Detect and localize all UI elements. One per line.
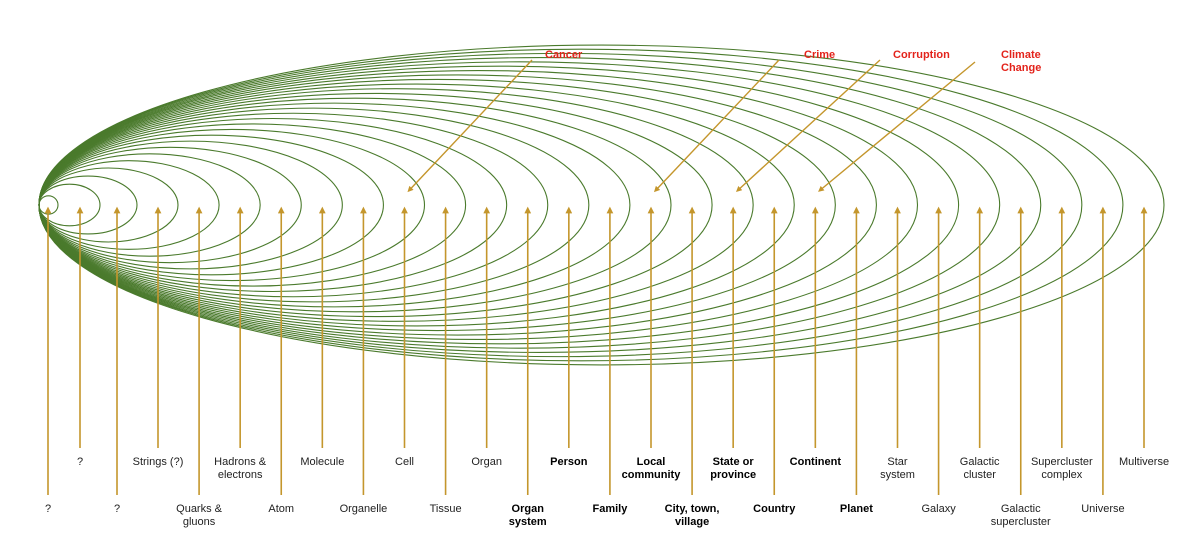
level-label: Family [592, 503, 628, 515]
problem-label: Cancer [545, 49, 583, 61]
level-label: Universe [1081, 503, 1124, 515]
level-label-line: complex [1041, 469, 1082, 481]
level-label: Strings (?) [133, 456, 184, 468]
scale-ellipse [38, 128, 426, 282]
scale-ellipse [38, 160, 220, 250]
level-label: Galactic cluster [960, 456, 1000, 481]
scale-ellipse [38, 153, 261, 257]
level-label-line: Supercluster [1031, 456, 1093, 468]
level-label-line: Galactic [960, 456, 1000, 468]
level-label: Galactic supercluster [991, 503, 1051, 528]
level-label-line: Local [637, 456, 666, 468]
level-labels: ??? Strings (?) Quarks & gluons Hadrons & ele… [45, 456, 1169, 528]
level-label-line: City, town, [665, 503, 720, 515]
level-label-line: supercluster [991, 516, 1051, 528]
level-label: ? [114, 503, 120, 515]
problem-label: Corruption [893, 49, 950, 61]
problem-label-line: Cancer [545, 49, 583, 61]
scale-ellipse [38, 146, 302, 264]
level-label-line: ? [45, 503, 51, 515]
level-label: Galaxy [921, 503, 956, 515]
problem-arrow [407, 59, 533, 193]
problem-label-line: Climate [1001, 49, 1041, 61]
level-label-line: Star [887, 456, 908, 468]
level-label-line: Tissue [430, 503, 462, 515]
level-label: City, town, village [665, 503, 720, 528]
level-label-line: Molecule [300, 456, 344, 468]
level-label-line: Planet [840, 503, 873, 515]
level-label: Supercluster complex [1031, 456, 1093, 481]
level-label-line: system [509, 516, 547, 528]
level-label: Local community [622, 456, 682, 481]
problem-label: Climate Change [1001, 49, 1041, 74]
level-label-line: Cell [395, 456, 414, 468]
level-label-line: Strings (?) [133, 456, 184, 468]
level-label: Cell [395, 456, 414, 468]
level-label: Quarks & gluons [176, 503, 223, 528]
level-label-line: Country [753, 503, 796, 515]
scale-ellipse [38, 175, 138, 235]
level-label-line: Galaxy [921, 503, 956, 515]
level-label-line: Organelle [340, 503, 388, 515]
level-label-line: community [622, 469, 682, 481]
level-label: Organ [471, 456, 502, 468]
level-label-line: Organ [471, 456, 502, 468]
scale-ellipse [38, 140, 343, 270]
level-label: ? [45, 503, 51, 515]
level-label: Atom [268, 503, 294, 515]
problem-arrow [735, 59, 881, 192]
level-label-line: village [675, 516, 709, 528]
problem-arrow [653, 59, 780, 193]
scale-ellipse [38, 65, 960, 345]
level-label-line: Atom [268, 503, 294, 515]
level-label-line: electrons [218, 469, 263, 481]
level-label-line: cluster [963, 469, 996, 481]
level-label-line: Quarks & [176, 503, 223, 515]
level-label: ? [77, 456, 83, 468]
level-label: Planet [840, 503, 873, 515]
level-label-line: Family [592, 503, 628, 515]
level-label-line: ? [114, 503, 120, 515]
scale-ellipse [38, 69, 919, 341]
level-label-line: ? [77, 456, 83, 468]
level-label: State or province [710, 456, 756, 481]
level-label: Tissue [430, 503, 462, 515]
level-label-line: State or [713, 456, 755, 468]
level-label: Star system [880, 456, 915, 481]
level-label: Multiverse [1119, 456, 1169, 468]
problem-arrow [818, 61, 976, 192]
level-label-line: Organ [512, 503, 545, 515]
level-label-line: Continent [790, 456, 842, 468]
level-label: Molecule [300, 456, 344, 468]
level-label: Hadrons & electrons [214, 456, 267, 481]
scale-ellipse [38, 61, 1001, 349]
level-label-line: Galactic [1001, 503, 1041, 515]
problem-label-line: Crime [804, 49, 835, 61]
problem-label: Crime [804, 49, 835, 61]
nested-ellipses [38, 44, 1165, 366]
level-label-line: Hadrons & [214, 456, 267, 468]
level-label-line: gluons [183, 516, 216, 528]
scale-ellipse [38, 134, 384, 276]
level-label: Person [550, 456, 588, 468]
level-label-line: Person [550, 456, 588, 468]
level-label-line: system [880, 469, 915, 481]
level-label-line: Multiverse [1119, 456, 1169, 468]
level-label-line: province [710, 469, 756, 481]
problem-annotations: Cancer Crime Corruption Climate Change [407, 49, 1041, 193]
level-label: Organ system [509, 503, 547, 528]
problem-label-line: Corruption [893, 49, 950, 61]
level-arrows [44, 206, 1148, 495]
problem-label-line: Change [1001, 62, 1041, 74]
level-label-line: Universe [1081, 503, 1124, 515]
level-label: Continent [790, 456, 842, 468]
level-label: Country [753, 503, 796, 515]
level-label: Organelle [340, 503, 388, 515]
